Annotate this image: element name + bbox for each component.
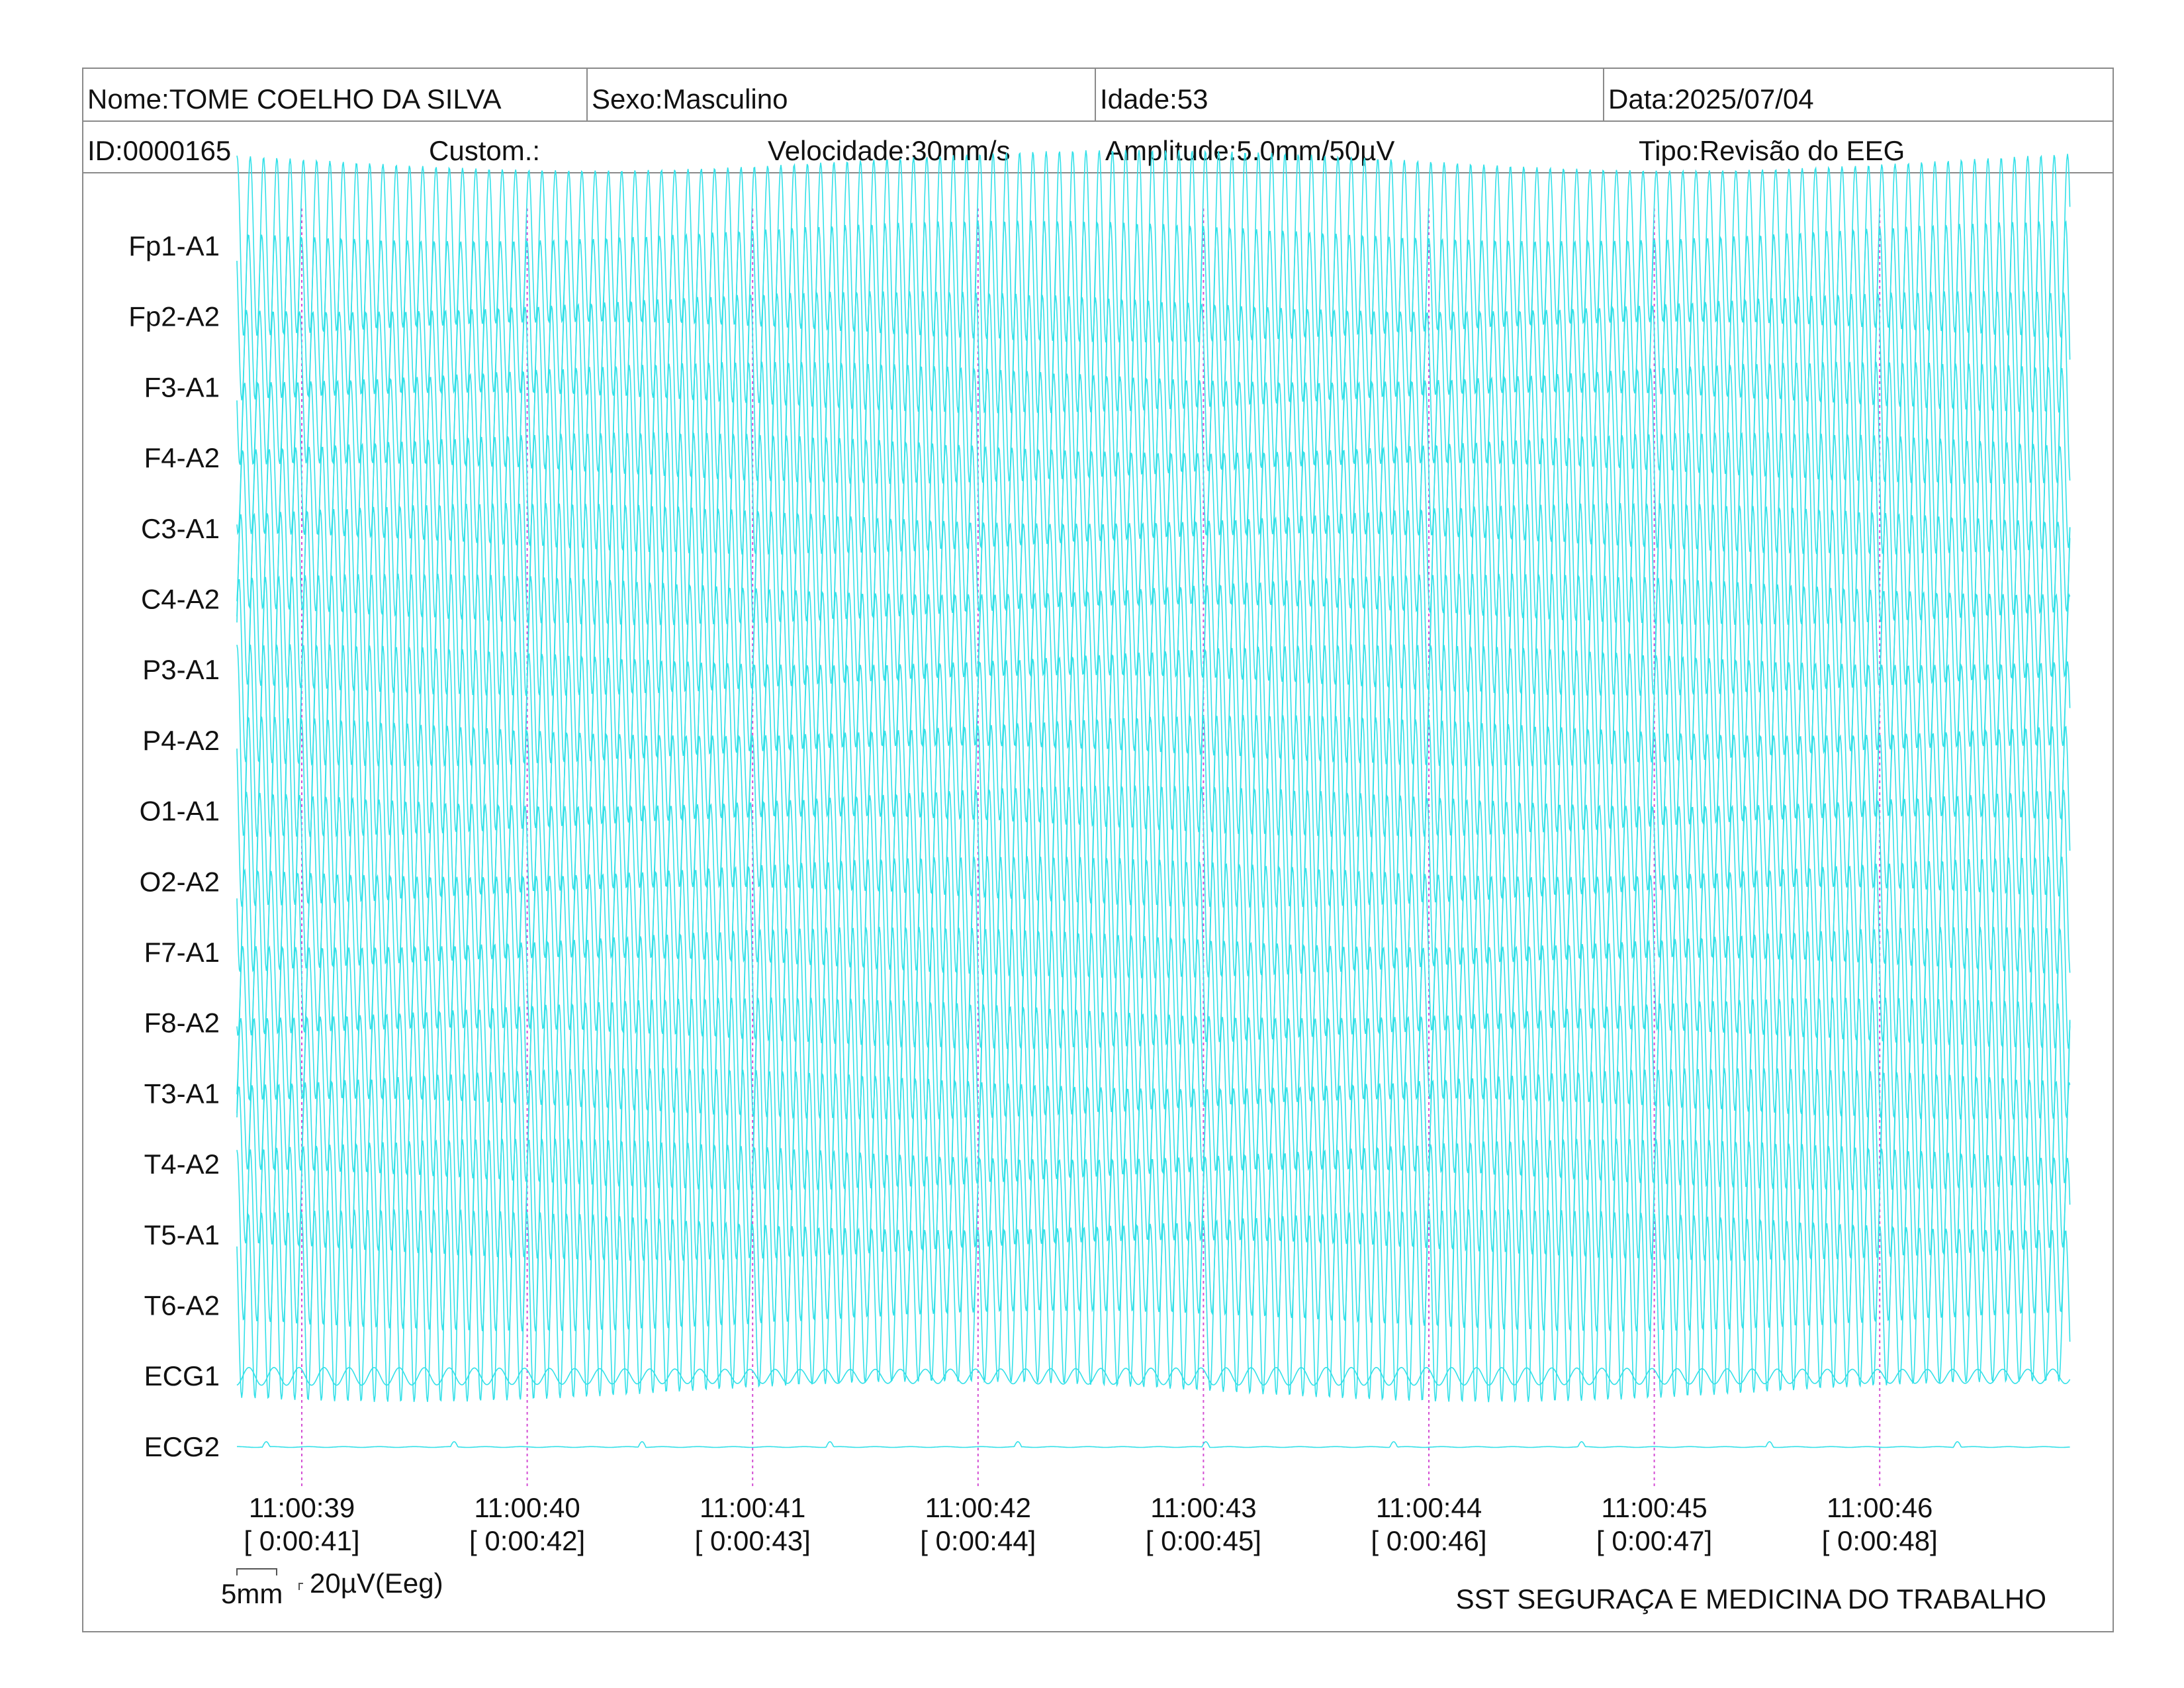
- channel-trace: [236, 1209, 2071, 1403]
- time-marker-elapsed: [ 0:00:47]: [1596, 1525, 1712, 1556]
- patient-age: Idade:53: [1095, 69, 1603, 120]
- time-marker-elapsed: [ 0:00:44]: [920, 1525, 1036, 1556]
- channel-trace: [236, 785, 2071, 979]
- channel-label: F3-A1: [144, 371, 220, 402]
- channel-trace: [236, 573, 2071, 767]
- channel-trace: [236, 714, 2071, 909]
- channel-label: F8-A2: [144, 1008, 220, 1039]
- scale-amplitude-label: 20µV(Eeg): [310, 1568, 443, 1599]
- time-marker-clock: 11:00:45: [1601, 1492, 1707, 1523]
- channel-label: Fp2-A2: [128, 301, 220, 332]
- exam-type: Tipo:Revisão do EEG: [1639, 135, 1905, 166]
- channel-label: Fp1-A1: [128, 230, 220, 261]
- channel-trace: [236, 644, 2071, 838]
- time-marker-clock: 11:00:43: [1150, 1492, 1256, 1523]
- header-row-patient: Nome:TOME COELHO DA SILVA Sexo:Masculino…: [83, 69, 2113, 122]
- channel-label: T3-A1: [144, 1078, 220, 1109]
- time-marker-clock: 11:00:40: [474, 1492, 580, 1523]
- channel-trace: [236, 1067, 2071, 1262]
- channel-label: O2-A2: [140, 866, 220, 897]
- time-marker-clock: 11:00:42: [925, 1492, 1031, 1523]
- channel-trace: [237, 1441, 2070, 1448]
- patient-id: ID:0000165: [87, 135, 232, 166]
- patient-name: Nome:TOME COELHO DA SILVA: [87, 83, 502, 115]
- time-marker-elapsed: [ 0:00:42]: [469, 1525, 585, 1556]
- channel-trace: [236, 290, 2071, 485]
- channel-trace: [236, 1366, 2071, 1386]
- clinic-name: SST SEGURAÇA E MEDICINA DO TRABALHO: [1455, 1583, 2046, 1615]
- time-marker-clock: 11:00:39: [249, 1492, 355, 1523]
- channel-label: ECG1: [144, 1360, 220, 1391]
- channel-label: ECG2: [144, 1431, 220, 1462]
- patient-sex: Sexo:Masculino: [586, 69, 1095, 120]
- channel-label: F4-A2: [144, 442, 220, 473]
- time-marker-elapsed: [ 0:00:48]: [1822, 1525, 1938, 1556]
- channel-trace: [236, 220, 2071, 414]
- channel-trace: [236, 150, 2071, 343]
- channel-label: C4-A2: [141, 584, 220, 615]
- time-marker-elapsed: [ 0:00:45]: [1146, 1525, 1261, 1556]
- channel-label: T5-A1: [144, 1219, 220, 1250]
- channel-trace: [236, 1138, 2071, 1333]
- channel-label: T4-A2: [144, 1149, 220, 1180]
- exam-date: Data:2025/07/04: [1603, 69, 2113, 120]
- channel-label: P3-A1: [142, 654, 220, 685]
- channel-label: C3-A1: [141, 513, 220, 544]
- time-marker-clock: 11:00:41: [700, 1492, 805, 1523]
- time-marker-clock: 11:00:44: [1376, 1492, 1482, 1523]
- channel-label: P4-A2: [142, 725, 220, 756]
- time-marker-clock: 11:00:46: [1827, 1492, 1933, 1523]
- channel-label: T6-A2: [144, 1290, 220, 1321]
- time-marker-elapsed: [ 0:00:46]: [1371, 1525, 1486, 1556]
- custom-field: Custom.:: [429, 135, 541, 166]
- channel-label: F7-A1: [144, 937, 220, 968]
- report-frame: Nome:TOME COELHO DA SILVA Sexo:Masculino…: [82, 68, 2114, 1632]
- channel-label: O1-A1: [140, 796, 220, 827]
- scale-time-label: 5mm: [221, 1578, 283, 1609]
- speed-setting: Velocidade:30mm/s: [768, 135, 1011, 166]
- time-marker-elapsed: [ 0:00:41]: [244, 1525, 359, 1556]
- time-marker-elapsed: [ 0:00:43]: [695, 1525, 811, 1556]
- scale-bar-icon: [236, 1568, 303, 1590]
